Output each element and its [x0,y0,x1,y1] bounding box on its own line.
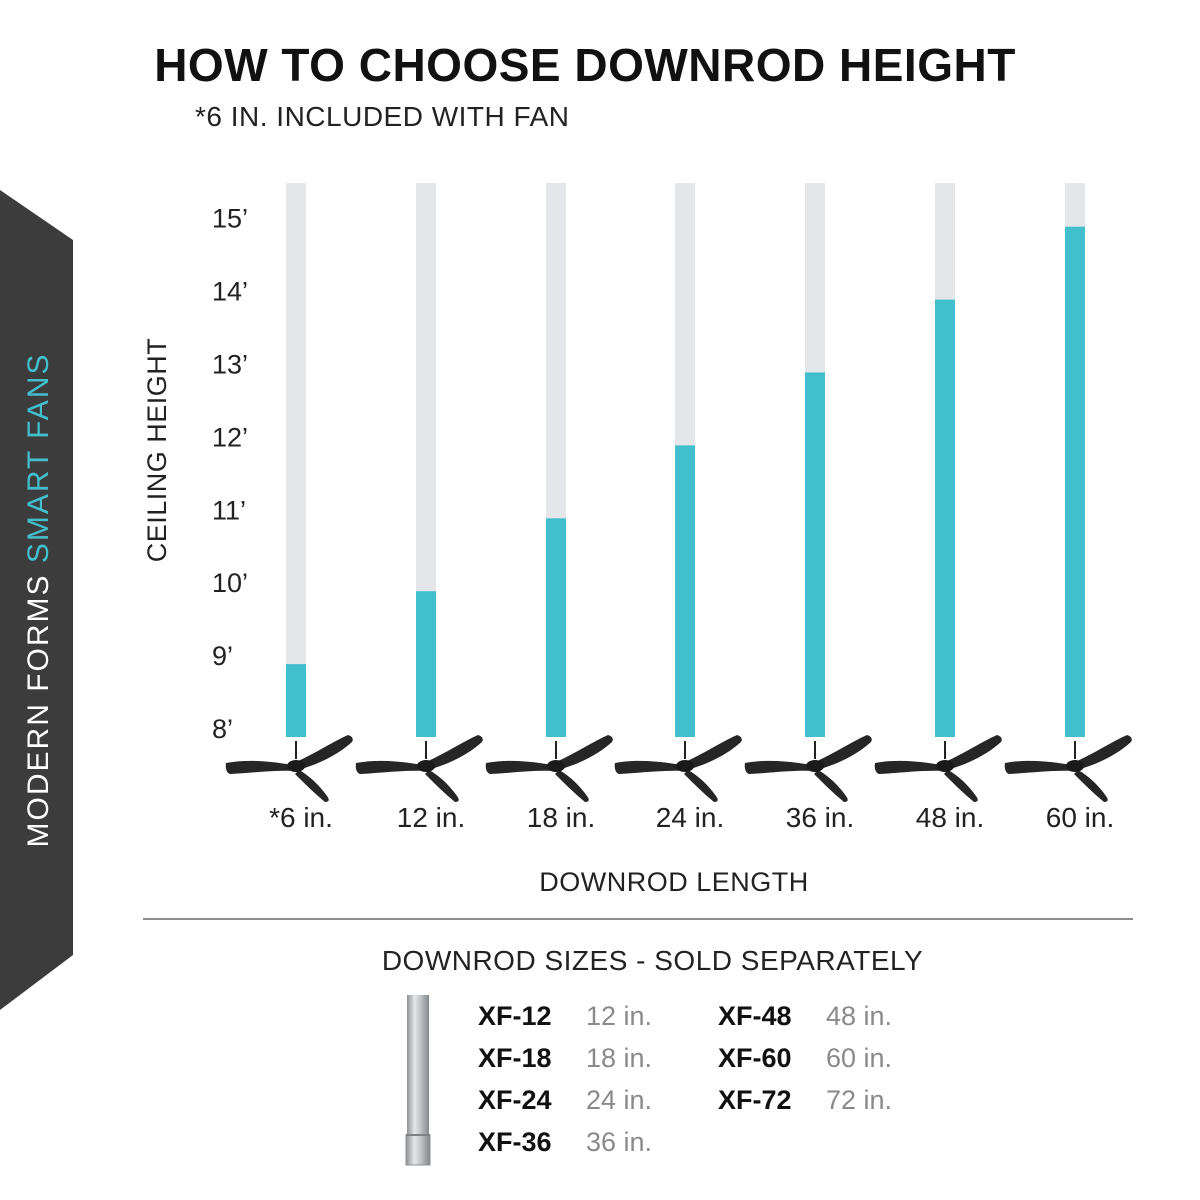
brand-banner: MODERN FORMS SMART FANS [0,190,73,1010]
brand-banner-text: MODERN FORMS SMART FANS [22,353,55,848]
page-title: HOW TO CHOOSE DOWNROD HEIGHT [154,39,1016,91]
fans-group [225,735,1132,802]
y-axis-ticks: 8’ 9’ 10’ 11’ 12’ 13’ 14’ 15’ [212,204,248,744]
x-category-label: 60 in. [1046,802,1115,833]
downrod-size-length: 12 in. [586,1001,653,1031]
downrod-size-code: XF-60 [718,1043,792,1073]
y-tick-label: 14’ [212,277,248,307]
ceiling-fan-icon [744,735,872,802]
y-tick-label: 13’ [212,350,248,380]
x-category-label: 12 in. [397,802,466,833]
x-category-label: 18 in. [527,802,596,833]
downrod-size-code: XF-48 [718,1001,792,1031]
downrod-size-row: XF-60 60 in. [718,1041,958,1075]
downrod-size-row: XF-48 48 in. [718,999,958,1033]
ceiling-fan-icon [355,735,483,802]
downrod-size-row: XF-72 72 in. [718,1083,958,1117]
bar [416,591,436,737]
x-category-label: 24 in. [656,802,725,833]
bar [286,664,306,737]
downrod-size-length: 60 in. [826,1043,893,1073]
downrod-size-row: XF-18 18 in. [478,1041,718,1075]
bar [1065,226,1085,737]
y-tick-label: 15’ [212,204,248,234]
downrod-size-length: 18 in. [586,1043,653,1073]
downrod-size-length: 48 in. [826,1001,893,1031]
downrod-size-row: XF-12 12 in. [478,999,718,1033]
downrod-size-code: XF-24 [478,1085,552,1115]
ceiling-fan-icon [225,735,353,802]
bar [935,299,955,737]
bar [675,445,695,737]
x-category-label: *6 in. [269,802,333,833]
brand-name-part2: SMART FANS [22,353,55,564]
ceiling-fan-icon [1004,735,1132,802]
page-subtitle: *6 IN. INCLUDED WITH FAN [195,101,570,132]
downrod-size-code: XF-72 [718,1085,792,1115]
x-axis-categories: *6 in. 12 in. 18 in. 24 in. 36 in. 48 in. 60 i… [269,802,1114,833]
y-tick-label: 11’ [212,495,246,525]
bar-track [286,183,306,737]
x-category-label: 48 in. [916,802,985,833]
y-tick-label: 12’ [212,422,248,452]
downrod-size-code: XF-12 [478,1001,552,1031]
downrod-size-code: XF-18 [478,1043,552,1073]
ceiling-fan-icon [485,735,613,802]
downrod-size-code: XF-36 [478,1127,552,1157]
downrod-size-length: 36 in. [586,1127,653,1157]
bars-group [286,183,1085,737]
bar [546,518,566,737]
section-divider [143,918,1133,920]
downrod-pipe-icon [405,995,431,1166]
downrod-size-row: XF-24 24 in. [478,1083,718,1117]
downrod-size-length: 72 in. [826,1085,893,1115]
y-tick-label: 9’ [212,641,233,671]
brand-name-part1: MODERN FORMS [22,573,55,847]
x-axis-title: DOWNROD LENGTH [539,867,809,897]
ceiling-fan-icon [614,735,742,802]
bar [805,372,825,737]
ceiling-fan-icon [874,735,1002,802]
downrod-sizes-title: DOWNROD SIZES - SOLD SEPARATELY [381,945,924,976]
x-category-label: 36 in. [786,802,855,833]
y-tick-label: 8’ [212,714,233,744]
downrod-size-row: XF-36 36 in. [478,1125,718,1159]
downrod-size-length: 24 in. [586,1085,653,1115]
y-tick-label: 10’ [212,568,248,598]
brand-banner-shape [0,190,73,1010]
y-axis-title: CEILING HEIGHT [142,338,172,563]
